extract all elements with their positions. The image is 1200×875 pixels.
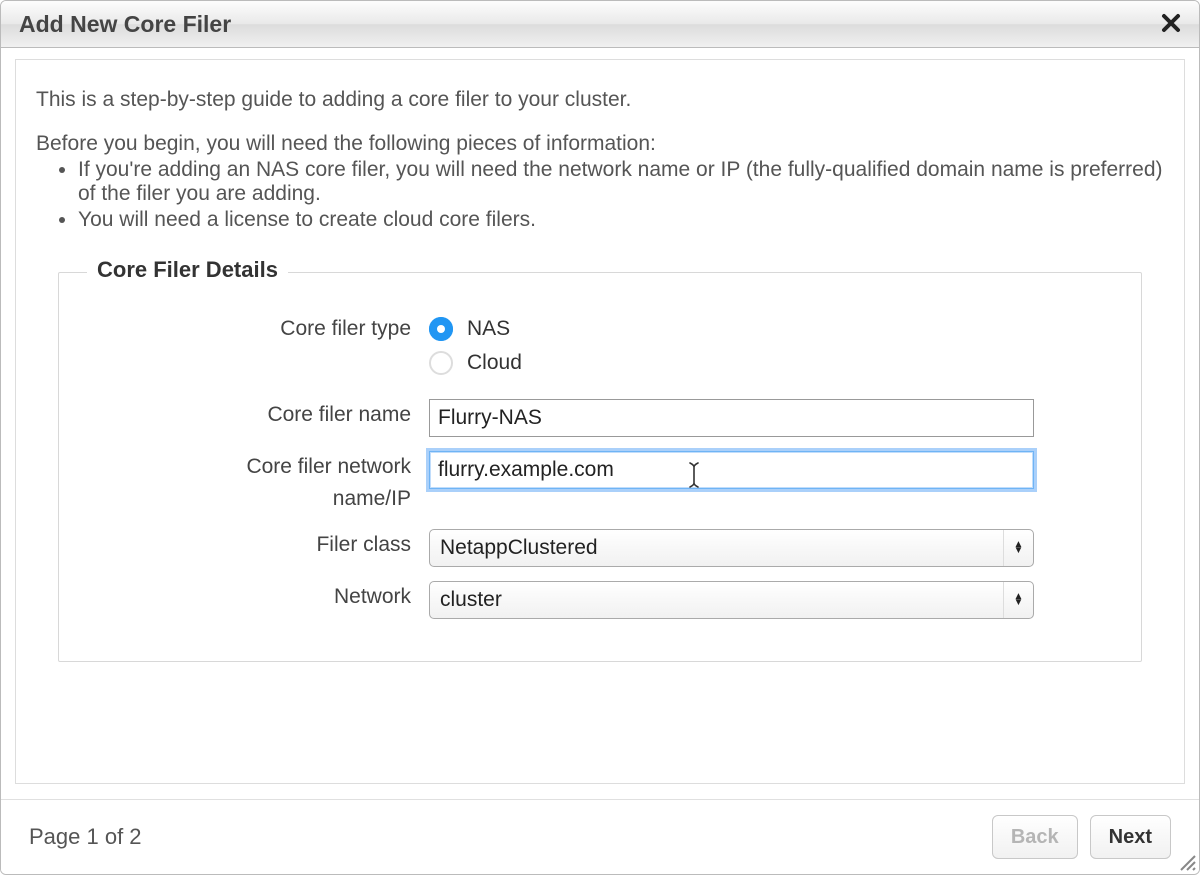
radio-option-cloud[interactable]: Cloud: [429, 351, 1049, 375]
label-core-filer-type: Core filer type: [79, 313, 429, 345]
resize-grip-icon[interactable]: [1177, 852, 1197, 872]
info-bullet-nas: If you're adding an NAS core filer, you …: [78, 158, 1164, 206]
row-core-filer-network: Core filer network name/IP: [79, 451, 1121, 515]
dialog-header: Add New Core Filer: [1, 1, 1199, 48]
input-core-filer-name[interactable]: [429, 399, 1034, 437]
radio-option-nas[interactable]: NAS: [429, 317, 1049, 341]
label-filer-class: Filer class: [79, 529, 429, 561]
fieldset-core-filer-details: Core Filer Details Core filer type NAS C…: [58, 272, 1142, 662]
select-arrows-icon: ▲▼: [1003, 582, 1023, 618]
close-icon[interactable]: [1161, 11, 1181, 37]
row-filer-class: Filer class NetappClustered ▲▼: [79, 529, 1121, 567]
row-core-filer-name: Core filer name: [79, 399, 1121, 437]
dialog-add-core-filer: Add New Core Filer This is a step-by-ste…: [0, 0, 1200, 875]
row-network: Network cluster ▲▼: [79, 581, 1121, 619]
row-core-filer-type: Core filer type NAS Cloud: [79, 313, 1121, 385]
radio-icon-unchecked: [429, 351, 453, 375]
info-bullet-license: You will need a license to create cloud …: [78, 208, 1164, 232]
radio-icon-checked: [429, 317, 453, 341]
next-button[interactable]: Next: [1090, 815, 1171, 859]
input-core-filer-network[interactable]: [429, 451, 1034, 489]
intro-text: This is a step-by-step guide to adding a…: [36, 88, 1164, 112]
radio-label-nas: NAS: [467, 317, 510, 341]
fieldset-legend: Core Filer Details: [87, 257, 288, 283]
footer-buttons: Back Next: [992, 815, 1171, 859]
dialog-footer: Page 1 of 2 Back Next: [1, 799, 1199, 874]
select-arrows-icon: ▲▼: [1003, 530, 1023, 566]
label-network: Network: [79, 581, 429, 613]
select-filer-class-value: NetappClustered: [440, 536, 598, 560]
label-network-line1: Core filer network: [246, 455, 411, 478]
page-indicator: Page 1 of 2: [29, 824, 142, 850]
label-network-line2: name/IP: [333, 487, 411, 510]
dialog-body: This is a step-by-step guide to adding a…: [15, 59, 1185, 784]
back-button[interactable]: Back: [992, 815, 1078, 859]
label-core-filer-name: Core filer name: [79, 399, 429, 431]
radio-label-cloud: Cloud: [467, 351, 522, 375]
select-network-value: cluster: [440, 588, 502, 612]
select-network[interactable]: cluster ▲▼: [429, 581, 1034, 619]
select-filer-class[interactable]: NetappClustered ▲▼: [429, 529, 1034, 567]
dialog-title: Add New Core Filer: [19, 11, 231, 38]
info-list: If you're adding an NAS core filer, you …: [36, 158, 1164, 232]
label-core-filer-network: Core filer network name/IP: [79, 451, 429, 515]
info-lead: Before you begin, you will need the foll…: [36, 132, 1164, 156]
